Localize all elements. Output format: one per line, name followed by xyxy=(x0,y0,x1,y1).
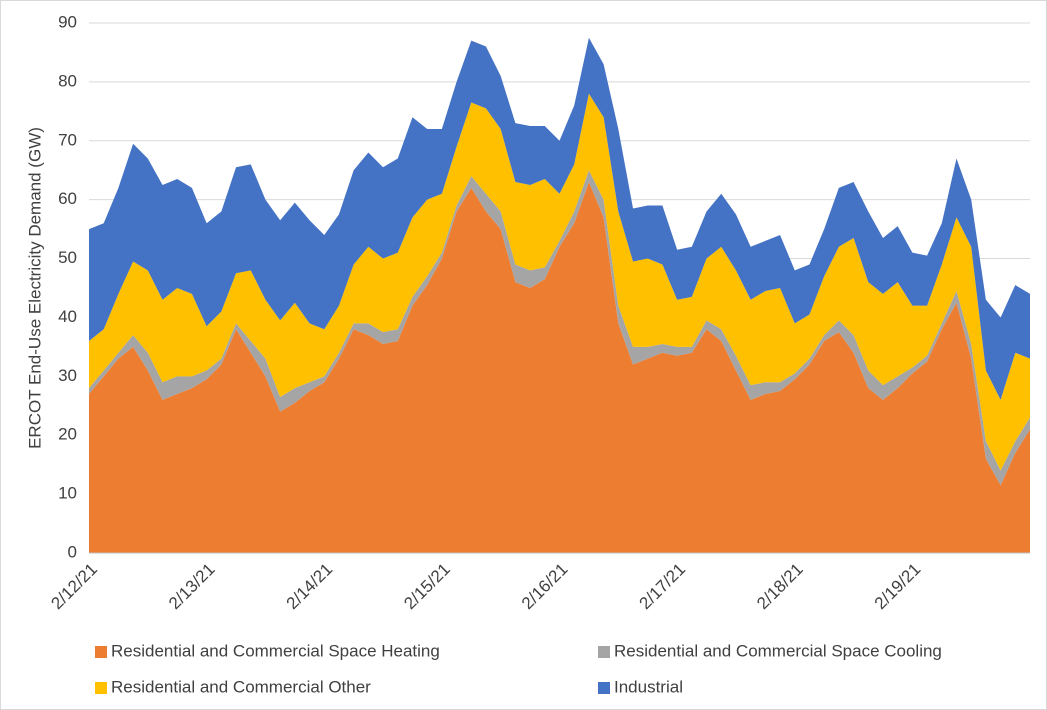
area xyxy=(89,170,1030,486)
legend-swatch xyxy=(95,682,107,694)
y-tick-label: 20 xyxy=(58,425,77,444)
legend-label: Industrial xyxy=(614,677,683,696)
y-tick-label: 60 xyxy=(58,189,77,208)
y-axis-label: ERCOT End-Use Electricity Demand (GW) xyxy=(25,127,44,449)
y-tick-label: 50 xyxy=(58,248,77,267)
legend-label: Residential and Commercial Space Heating xyxy=(111,641,440,660)
y-tick-label: 10 xyxy=(58,484,77,503)
area xyxy=(89,93,1030,471)
legend-label: Residential and Commercial Other xyxy=(111,677,371,696)
area xyxy=(89,182,1030,553)
y-tick-label: 40 xyxy=(58,307,77,326)
y-tick-label: 90 xyxy=(58,12,77,31)
legend-label: Residential and Commercial Space Cooling xyxy=(614,641,942,660)
y-tick-label: 0 xyxy=(68,542,77,561)
area xyxy=(89,37,1030,400)
y-tick-label: 30 xyxy=(58,366,77,385)
legend-swatch xyxy=(598,682,610,694)
legend-swatch xyxy=(598,646,610,658)
y-tick-label: 80 xyxy=(58,71,77,90)
y-tick-label: 70 xyxy=(58,130,77,149)
legend-swatch xyxy=(95,646,107,658)
